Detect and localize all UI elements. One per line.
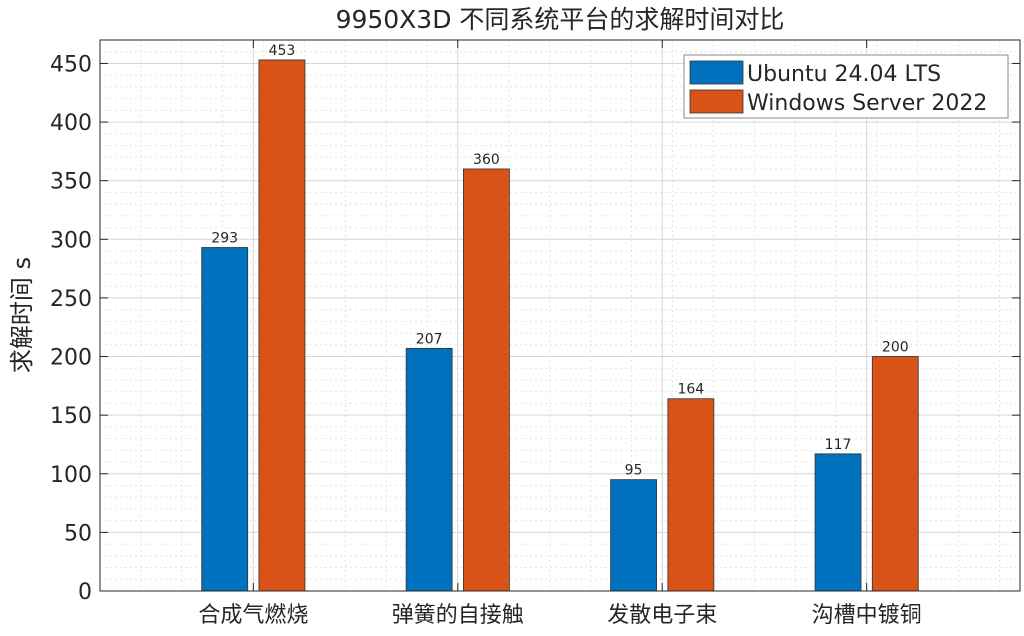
bar-1-2: [667, 398, 715, 592]
y-tick-label: 100: [50, 463, 92, 488]
y-axis-label: 求解时间 s: [8, 257, 36, 373]
bars: 293 207 95 117 453 360 164 200: [201, 43, 919, 592]
data-label: 164: [677, 382, 704, 398]
data-label: 293: [211, 231, 238, 247]
x-tick-label: 沟槽中镀铜: [812, 603, 922, 628]
bar-0-2: [610, 479, 657, 592]
legend-label: Windows Server 2022: [747, 91, 987, 116]
y-tick-label: 300: [50, 228, 92, 253]
data-label: 360: [473, 152, 500, 168]
y-tick-label: 250: [50, 287, 92, 312]
bar-1-3: [871, 356, 919, 592]
bar-0-1: [405, 347, 453, 592]
legend-label: Ubuntu 24.04 LTS: [747, 62, 941, 87]
y-tick-label: 200: [50, 346, 92, 371]
axes-box: [99, 39, 1021, 592]
bar-0-3: [814, 453, 862, 592]
chart-title: 9950X3D 不同系统平台的求解时间对比: [336, 5, 785, 34]
axes: 0 50 100 150 200 250 300 350 400 450 合成气燃烧 弹簧的自接触 发散…: [50, 39, 1021, 628]
x-tick-label: 合成气燃烧: [198, 603, 308, 628]
data-label: 95: [625, 463, 643, 479]
bar-0-0: [201, 247, 249, 592]
data-label: 207: [416, 331, 443, 347]
legend-swatch: [689, 60, 744, 85]
bar-1-0: [258, 59, 306, 592]
y-tick-label: 400: [50, 111, 92, 136]
legend: Ubuntu 24.04 LTS Windows Server 2022: [683, 54, 1009, 119]
y-tick-label: 450: [50, 52, 92, 77]
y-tick-label: 50: [64, 521, 92, 546]
x-tick-label: 弹簧的自接触: [392, 603, 524, 628]
data-label: 453: [269, 43, 296, 59]
y-tick-label: 150: [50, 404, 92, 429]
y-tick-label: 0: [78, 580, 92, 605]
x-tick-label: 发散电子束: [607, 603, 717, 628]
data-label: 200: [882, 340, 909, 356]
data-label: 117: [825, 437, 852, 453]
legend-swatch: [689, 89, 744, 114]
bar-1-1: [462, 168, 510, 592]
y-tick-label: 350: [50, 170, 92, 195]
